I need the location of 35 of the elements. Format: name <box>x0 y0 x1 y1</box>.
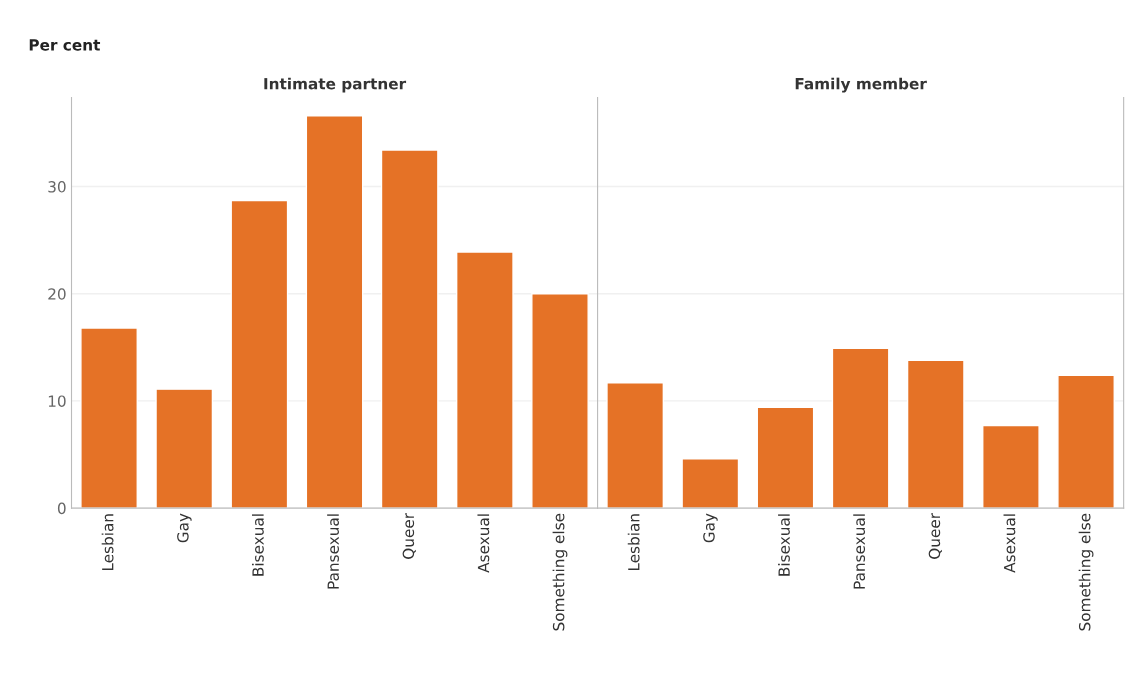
x-tick-label: Queer <box>928 512 942 559</box>
x-tick-label: Gay <box>177 513 192 543</box>
y-tick-label: 30 <box>48 181 66 193</box>
bar <box>606 382 665 509</box>
y-tick-label: 10 <box>48 395 66 407</box>
bar <box>906 359 965 509</box>
bar <box>756 406 815 509</box>
x-tick-label: Lesbian <box>101 514 114 571</box>
bar <box>380 149 439 509</box>
x-tick-label: Asexual <box>477 514 490 573</box>
y-axis-title: Per cent <box>29 39 101 51</box>
chart-title: Intimate partner <box>264 77 407 93</box>
bar <box>531 293 589 509</box>
bar <box>230 199 289 509</box>
x-tick-label: Something else <box>1078 513 1094 631</box>
y-tick-label: 20 <box>48 288 66 300</box>
bar <box>305 115 364 509</box>
bar <box>681 458 740 509</box>
bar <box>455 251 514 509</box>
x-tick-label: Queer <box>402 512 416 559</box>
bar <box>155 388 214 509</box>
x-tick-label: Bisexual <box>778 514 790 576</box>
bar <box>80 327 138 509</box>
x-tick-label: Asexual <box>1003 514 1016 573</box>
x-tick-label: Pansexual <box>327 514 339 589</box>
x-tick-label: Pansexual <box>853 514 866 589</box>
x-tick-label: Lesbian <box>627 514 640 571</box>
bar <box>831 347 890 509</box>
x-tick-label: Gay <box>703 513 718 543</box>
x-tick-label: Bisexual <box>252 514 264 576</box>
bar <box>982 424 1040 509</box>
x-tick-label: Something else <box>552 513 568 631</box>
y-tick-label: 0 <box>57 502 66 515</box>
bar <box>1057 374 1115 509</box>
chart-title: Family member <box>795 77 927 93</box>
